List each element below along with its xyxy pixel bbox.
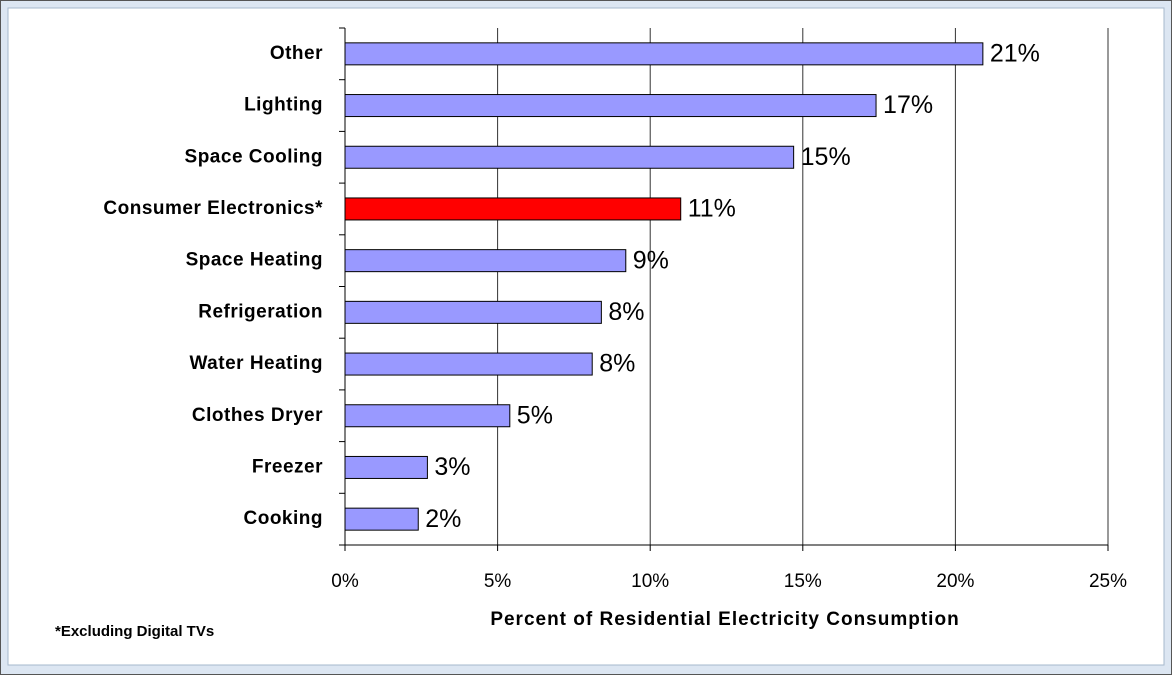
bar: [344, 300, 602, 324]
panel: [7, 7, 1165, 666]
plot-area: 0% 5% 10% 15% 20% 25% Other 21% Lighting 17% Space…: [103, 27, 1127, 592]
bar: [344, 404, 511, 428]
bar: [344, 145, 795, 169]
x-tick-label: 5%: [484, 571, 512, 592]
y-tick-label: Lighting: [244, 95, 323, 116]
y-tick-label: Freezer: [252, 456, 323, 477]
bar: [344, 94, 877, 118]
value-label: 15%: [801, 143, 851, 171]
value-label: 3%: [434, 453, 470, 481]
y-tick-label: Clothes Dryer: [192, 405, 323, 426]
bar: [344, 507, 419, 531]
value-label: 11%: [688, 195, 736, 223]
y-tick-label: Consumer Electronics*: [103, 198, 323, 219]
bar: [344, 352, 593, 376]
y-tick-label: Other: [270, 43, 323, 64]
x-tick-label: 10%: [631, 571, 669, 592]
value-label: 21%: [990, 39, 1040, 67]
bar: [344, 249, 627, 273]
x-tick-label: 20%: [936, 571, 974, 592]
x-tick-label: 15%: [784, 571, 822, 592]
value-label: 8%: [608, 298, 644, 326]
value-label: 8%: [599, 350, 635, 378]
bar: [344, 455, 428, 479]
bar: [344, 197, 682, 221]
y-tick-label: Refrigeration: [198, 301, 323, 322]
bar: [344, 42, 984, 66]
value-label: 2%: [425, 505, 461, 533]
y-tick-label: Space Heating: [186, 250, 323, 271]
y-tick-label: Water Heating: [189, 353, 323, 374]
value-label: 9%: [633, 246, 669, 274]
x-tick-label: 25%: [1089, 571, 1127, 592]
y-tick-label: Space Cooling: [185, 146, 323, 167]
value-label: 5%: [517, 401, 553, 429]
footnote: *Excluding Digital TVs: [55, 623, 214, 640]
x-axis-label: Percent of Residential Electricity Consu…: [490, 609, 959, 630]
x-tick-label: 0%: [331, 571, 359, 592]
y-tick-label: Cooking: [244, 508, 324, 529]
value-label: 17%: [883, 91, 933, 119]
